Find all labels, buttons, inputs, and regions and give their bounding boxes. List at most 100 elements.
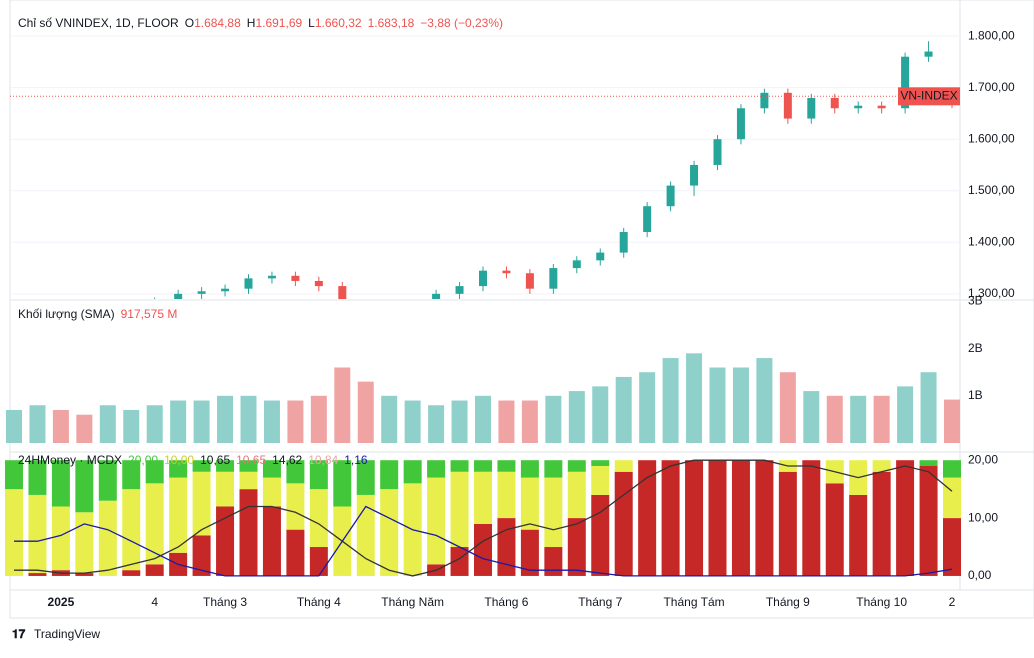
- mcdx-value: 10,65: [200, 453, 230, 467]
- mcdx-bar: [497, 471, 516, 519]
- mcdx-bar: [591, 460, 610, 466]
- x-tick-label: 4: [151, 595, 158, 609]
- ohlc: 1.691,69: [255, 16, 302, 30]
- mcdx-bar: [192, 460, 211, 472]
- ohlc: 1.684,88: [194, 16, 241, 30]
- mcdx-bar: [943, 460, 961, 478]
- mcdx-bar: [28, 494, 47, 574]
- mcdx-line: [14, 459, 953, 577]
- mcdx-bar: [5, 489, 23, 576]
- mcdx-bar: [520, 460, 539, 478]
- mcdx-bar: [497, 518, 516, 576]
- volume-bar: [568, 391, 585, 443]
- mcdx-bar: [896, 460, 915, 576]
- mcdx-bar: [614, 471, 633, 576]
- ohlc: −3,88 (−0,23%): [420, 16, 503, 30]
- mcdx-bar: [98, 500, 117, 576]
- mcdx-bar: [75, 512, 94, 574]
- volume-last: 917,575 M: [121, 307, 178, 321]
- candle-body: [10, 312, 18, 314]
- mcdx-value: 10,00: [164, 453, 194, 467]
- mcdx-bar: [474, 460, 492, 472]
- volume-bar: [99, 405, 116, 443]
- candle-body: [502, 270, 511, 274]
- volume-bar: [310, 395, 327, 443]
- mcdx-bar: [825, 483, 844, 576]
- y-tick-label: 1B: [968, 388, 983, 402]
- volume-legend: Khối lượng (SMA) 917,575 M: [18, 307, 177, 321]
- mcdx-bar: [122, 489, 141, 571]
- mcdx-bar: [802, 460, 821, 576]
- x-tick-label: Tháng 10: [856, 595, 907, 609]
- mcdx-value: 20,00: [128, 453, 158, 467]
- candle-body: [854, 105, 863, 109]
- candle-body: [736, 108, 745, 140]
- mcdx-bar: [708, 460, 727, 576]
- y-tick-label: 3B: [968, 294, 983, 308]
- mcdx-bar: [544, 477, 563, 548]
- candle-body: [409, 309, 417, 324]
- volume-bar: [662, 358, 679, 443]
- y-tick-label: 1.700,00: [968, 80, 1015, 94]
- volume-bar: [592, 386, 609, 443]
- title: Chỉ số VNINDEX, 1D, FLOOR: [18, 16, 179, 30]
- volume-bar: [639, 372, 656, 443]
- mcdx-bar: [427, 460, 446, 478]
- volume-bar: [146, 405, 163, 443]
- x-tick-label: Tháng 7: [578, 595, 622, 609]
- grid: [10, 35, 960, 295]
- mcdx-bar: [309, 547, 328, 576]
- candle-body: [338, 286, 347, 299]
- x-tick-label: 2: [949, 595, 956, 609]
- mcdx-bar: [5, 460, 23, 490]
- mcdx-bar: [450, 471, 469, 548]
- candle-body: [760, 92, 769, 109]
- candle-body: [479, 270, 487, 287]
- x-tick-label: Tháng 3: [203, 595, 247, 609]
- mcdx-title: 24HMoney · MCDX: [18, 453, 122, 467]
- candle-body: [807, 97, 816, 119]
- mcdx-bar: [216, 506, 235, 576]
- volume-bar: [615, 376, 632, 443]
- price-badge: VN-INDEX: [900, 88, 957, 102]
- mcdx-bar: [192, 535, 211, 576]
- candle-body: [362, 335, 370, 340]
- candle-body: [267, 275, 276, 279]
- frame: [9, 0, 1034, 619]
- volume-bar: [521, 400, 538, 443]
- mcdx-bar: [849, 494, 868, 576]
- mcdx-bar: [872, 460, 891, 472]
- volume-bar: [779, 372, 796, 443]
- candle-body: [596, 252, 605, 261]
- candle-body: [221, 288, 230, 292]
- y-tick-label: 2B: [968, 341, 983, 355]
- mcdx-bar: [943, 477, 961, 519]
- mcdx-bar: [450, 460, 469, 472]
- mcdx-bar: [427, 477, 446, 565]
- marks: VN-INDEX: [5, 41, 961, 577]
- volume-bar: [475, 395, 491, 443]
- candle-body: [174, 293, 183, 299]
- price-badge-bg: [898, 87, 960, 106]
- mcdx-bar: [591, 465, 610, 495]
- mcdx-bar: [75, 460, 94, 513]
- volume-bar: [873, 395, 890, 443]
- mcdx-bar: [262, 460, 281, 478]
- y-tick-label: 1.400,00: [968, 234, 1015, 248]
- candle-body: [314, 280, 323, 287]
- mcdx-bar: [943, 518, 961, 576]
- volume-bar: [826, 395, 843, 443]
- candle-body: [151, 302, 159, 307]
- candle-body: [619, 231, 628, 253]
- candle-body: [830, 97, 839, 109]
- mcdx-legend: 24HMoney · MCDX 20,00 10,00 10,65 10,65 14,62…: [18, 453, 368, 467]
- mcdx-bar: [98, 460, 117, 501]
- mcdx-bar: [75, 573, 94, 576]
- candle-body: [690, 164, 699, 186]
- candle-body: [713, 139, 722, 165]
- y-tick-label: 20,00: [968, 452, 998, 466]
- volume-bar: [920, 372, 937, 443]
- candle-body: [197, 291, 206, 294]
- mcdx-bar: [286, 460, 305, 484]
